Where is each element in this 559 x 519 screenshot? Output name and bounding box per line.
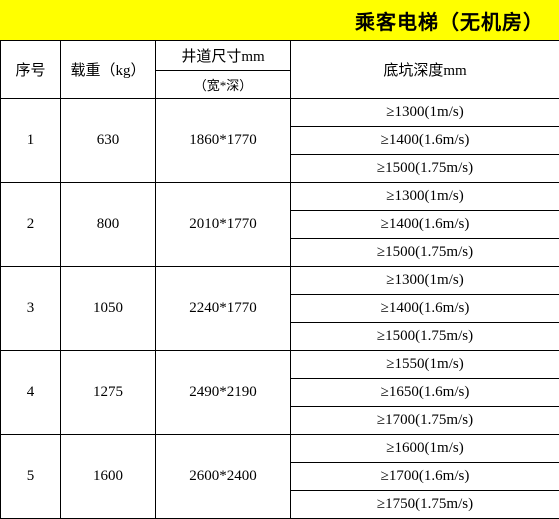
cell-pit: ≥1300(1m/s) [291,267,559,295]
table-row: 1 630 1860*1770 ≥1300(1m/s) [1,99,559,127]
cell-pit: ≥1300(1m/s) [291,183,559,211]
cell-pit: ≥1500(1.75m/s) [291,239,559,267]
cell-num: 4 [1,351,61,435]
cell-load: 630 [61,99,156,183]
header-shaft-bottom: （宽*深） [156,71,291,99]
cell-load: 1275 [61,351,156,435]
cell-shaft: 2240*1770 [156,267,291,351]
table-row: 2 800 2010*1770 ≥1300(1m/s) [1,183,559,211]
header-num: 序号 [1,41,61,99]
header-pit: 底坑深度mm [291,41,559,99]
cell-load: 1600 [61,435,156,519]
title-bar: 乘客电梯（无机房） [0,0,559,40]
cell-load: 800 [61,183,156,267]
cell-num: 3 [1,267,61,351]
cell-num: 1 [1,99,61,183]
cell-pit: ≥1400(1.6m/s) [291,127,559,155]
header-row: 序号 载重（kg） 井道尺寸mm 底坑深度mm [1,41,559,71]
cell-shaft: 2490*2190 [156,351,291,435]
spec-table: 序号 载重（kg） 井道尺寸mm 底坑深度mm （宽*深） 1 630 1860… [0,40,559,519]
cell-num: 2 [1,183,61,267]
cell-pit: ≥1750(1.75m/s) [291,491,559,519]
cell-pit: ≥1500(1.75m/s) [291,323,559,351]
cell-pit: ≥1400(1.6m/s) [291,295,559,323]
header-load: 载重（kg） [61,41,156,99]
table-row: 4 1275 2490*2190 ≥1550(1m/s) [1,351,559,379]
table-row: 3 1050 2240*1770 ≥1300(1m/s) [1,267,559,295]
cell-pit: ≥1500(1.75m/s) [291,155,559,183]
cell-pit: ≥1650(1.6m/s) [291,379,559,407]
cell-shaft: 2010*1770 [156,183,291,267]
header-shaft-top: 井道尺寸mm [156,41,291,71]
table-row: 5 1600 2600*2400 ≥1600(1m/s) [1,435,559,463]
cell-pit: ≥1400(1.6m/s) [291,211,559,239]
cell-shaft: 1860*1770 [156,99,291,183]
cell-num: 5 [1,435,61,519]
cell-pit: ≥1700(1.6m/s) [291,463,559,491]
page-title: 乘客电梯（无机房） [355,6,544,35]
cell-pit: ≥1700(1.75m/s) [291,407,559,435]
cell-pit: ≥1600(1m/s) [291,435,559,463]
cell-shaft: 2600*2400 [156,435,291,519]
cell-load: 1050 [61,267,156,351]
cell-pit: ≥1300(1m/s) [291,99,559,127]
cell-pit: ≥1550(1m/s) [291,351,559,379]
